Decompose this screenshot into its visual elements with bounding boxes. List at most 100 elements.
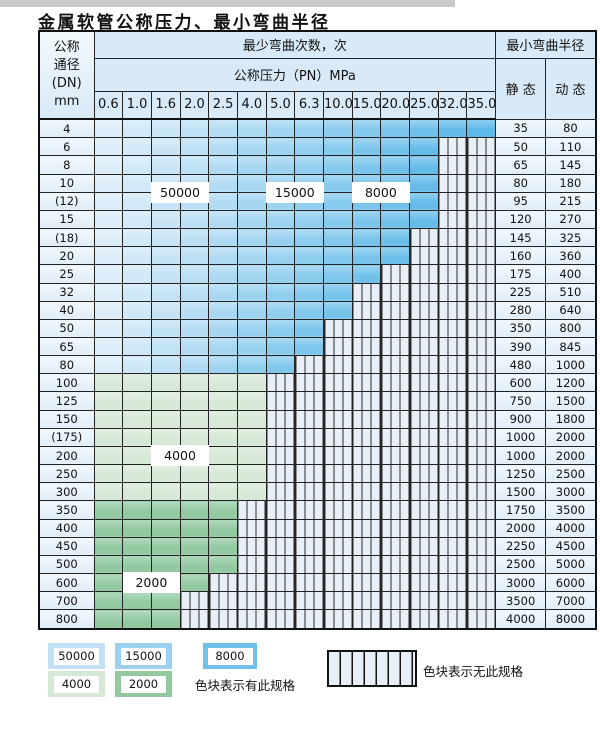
legend-chip-50000: 50000 [48, 643, 105, 669]
dn-cell: 350 [38, 500, 95, 520]
no-spec-hatch-cell [351, 500, 382, 520]
cycles-cell [380, 246, 411, 266]
no-spec-hatch-cell [323, 391, 353, 411]
dn-cell: 125 [38, 391, 95, 411]
cycles-cell [150, 373, 181, 393]
cycles-cell [150, 228, 181, 248]
cycles-cell [323, 209, 353, 230]
no-spec-hatch-cell [265, 536, 296, 556]
no-spec-hatch-cell [323, 445, 353, 466]
cycles-cell [122, 518, 152, 538]
no-spec-hatch-cell [351, 282, 382, 302]
cycles-cell [208, 464, 238, 484]
dn-row-350: 350 1750 3500 [38, 500, 597, 520]
dynamic-radius-cell: 3000 [545, 482, 597, 502]
no-spec-hatch-cell [380, 373, 411, 393]
cycles-cell [236, 482, 267, 502]
dynamic-radius-cell: 360 [545, 246, 597, 266]
no-spec-hatch-cell [265, 518, 296, 538]
dynamic-radius-cell: 6000 [545, 573, 597, 593]
pressure-header-2.0: 2.0 [179, 90, 210, 120]
no-spec-hatch-cell [409, 373, 439, 393]
cycles-cell [122, 554, 152, 575]
no-spec-hatch-cell [437, 191, 468, 211]
dynamic-radius-cell: 2000 [545, 445, 597, 466]
static-radius-cell: 145 [495, 228, 547, 248]
cycles-cell [208, 554, 238, 575]
no-spec-hatch-cell [437, 445, 468, 466]
cycles-cell [208, 137, 238, 157]
dn-row-450: 450 2250 4500 [38, 536, 597, 556]
no-spec-hatch-cell [437, 591, 468, 611]
no-spec-hatch-cell [265, 554, 296, 575]
static-radius-cell: 900 [495, 409, 547, 429]
cycles-cell [351, 118, 382, 139]
cycles-cell [122, 445, 152, 466]
no-spec-hatch-cell [437, 336, 468, 357]
cycles-cell [351, 155, 382, 175]
dn-row-300: 300 1500 3000 [38, 482, 597, 502]
no-spec-hatch-cell [323, 554, 353, 575]
cycles-cell [179, 482, 210, 502]
no-spec-hatch-cell [466, 173, 497, 193]
cycles-cell [150, 427, 181, 447]
dn-header-line: (DN) [51, 76, 82, 91]
no-spec-hatch-cell [380, 518, 411, 538]
no-spec-hatch-cell [437, 209, 468, 230]
cycles-cell [265, 336, 296, 357]
no-spec-hatch-cell [466, 427, 497, 447]
cycles-cell [265, 355, 296, 375]
legend-row-available-2: 4000 2000 色块表示有此规格 [48, 671, 295, 697]
cycles-cell [93, 246, 124, 266]
cycles-cell [179, 246, 210, 266]
no-spec-hatch-cell [466, 137, 497, 157]
no-spec-hatch-cell [265, 445, 296, 466]
dn-row-8: 8 65 145 [38, 155, 597, 175]
cycles-cell [150, 264, 181, 284]
no-spec-hatch-cell [409, 482, 439, 502]
cycles-cell [323, 155, 353, 175]
cycles-cell [150, 500, 181, 520]
cycles-cell [122, 409, 152, 429]
legend-available-note: 色块表示有此规格 [195, 677, 296, 693]
no-spec-hatch-cell [351, 518, 382, 538]
cycles-cell [208, 300, 238, 320]
cycles-cell [93, 300, 124, 320]
dynamic-radius-cell: 640 [545, 300, 597, 320]
zone-label-8000: 8000 [352, 181, 410, 203]
cycles-cell [208, 318, 238, 338]
cycles-cell [150, 318, 181, 338]
cycles-cell [179, 300, 210, 320]
cycles-cell [122, 118, 152, 139]
dn-cell: 15 [38, 209, 95, 230]
cycles-cell [236, 336, 267, 357]
dn-cell: 400 [38, 518, 95, 538]
cycles-cell [150, 355, 181, 375]
cycles-cell [236, 137, 267, 157]
cycles-cell [93, 282, 124, 302]
dynamic-radius-cell: 3500 [545, 500, 597, 520]
cycles-cell [265, 318, 296, 338]
cycles-cell [323, 118, 353, 139]
cycles-cell [150, 137, 181, 157]
legend-chip-label: 15000 [121, 647, 166, 665]
cycles-cell [265, 155, 296, 175]
cycles-cell [236, 355, 267, 375]
pressure-header-1.6: 1.6 [150, 90, 181, 120]
no-spec-hatch-cell [437, 264, 468, 284]
cycles-cell [122, 228, 152, 248]
dynamic-radius-cell: 8000 [545, 609, 597, 630]
cycles-cell [122, 155, 152, 175]
dynamic-column-header: 动 态 [545, 57, 597, 120]
cycles-cell [208, 500, 238, 520]
no-spec-hatch-cell [409, 536, 439, 556]
dn-row-400: 400 2000 4000 [38, 518, 597, 538]
dynamic-radius-cell: 7000 [545, 591, 597, 611]
static-radius-cell: 1000 [495, 445, 547, 466]
no-spec-hatch-cell [380, 300, 411, 320]
no-spec-hatch-cell [351, 373, 382, 393]
no-spec-hatch-cell [466, 591, 497, 611]
no-spec-hatch-cell [294, 500, 324, 520]
cycles-cell [179, 355, 210, 375]
static-radius-cell: 1000 [495, 427, 547, 447]
